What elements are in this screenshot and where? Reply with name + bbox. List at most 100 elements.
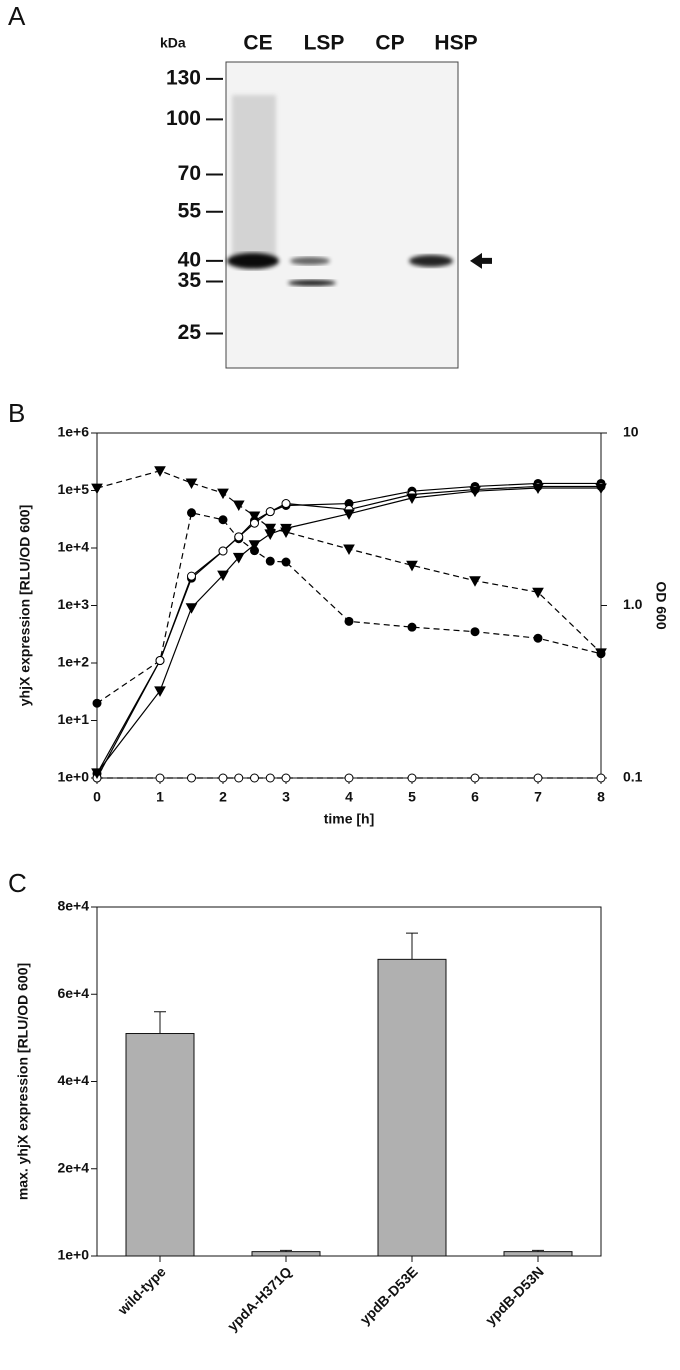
data-point: [532, 483, 544, 495]
data-point: [469, 486, 481, 498]
data-point: [155, 773, 165, 783]
data-point: [234, 773, 244, 783]
data-point: [265, 556, 275, 566]
error-bar: [154, 1011, 166, 1034]
y-tick-label: 1e+0: [57, 1247, 89, 1263]
data-point: [406, 493, 418, 505]
data-point: [265, 773, 275, 783]
data-point: [407, 622, 417, 632]
data-point: [596, 649, 606, 659]
y-axis-label: yhjX expression [RLU/OD 600]: [17, 505, 33, 707]
lane-label: LSP: [304, 32, 345, 55]
band: [409, 254, 453, 267]
data-point: [281, 773, 291, 783]
data-point: [155, 655, 165, 665]
marker-label: 35: [178, 269, 202, 292]
x-tick-label: ypdA-H371Q: [224, 1263, 295, 1334]
data-point: [91, 768, 103, 779]
data-point: [187, 773, 196, 783]
panel-label: C: [8, 868, 27, 898]
data-point: [185, 603, 198, 614]
series-line: [96, 487, 601, 774]
plot-frame: [96, 432, 602, 779]
error-bar: [280, 1249, 292, 1252]
data-point: [596, 773, 606, 783]
data-point: [469, 576, 481, 587]
x-tick-label: 0: [93, 789, 101, 805]
data-point: [217, 488, 229, 500]
data-point: [234, 532, 244, 542]
data-point: [280, 523, 292, 535]
x-tick-label: ypdB-D53E: [357, 1263, 421, 1327]
series-line: [96, 512, 602, 704]
data-point: [532, 587, 544, 599]
data-point: [232, 552, 245, 564]
y-tick-label: 1e+0: [57, 769, 89, 785]
data-point: [248, 540, 261, 551]
panel-label: B: [8, 398, 25, 428]
data-point: [218, 546, 228, 556]
y2-tick-label: 1.0: [623, 596, 643, 612]
y-tick-label: 1e+3: [57, 596, 89, 612]
series-line: [96, 485, 601, 779]
marker-label: 70: [178, 162, 201, 185]
x-tick-label: 7: [534, 789, 542, 805]
x-tick-label: 2: [219, 789, 227, 805]
data-point: [533, 633, 543, 643]
error-bar: [406, 932, 418, 960]
marker-label: 40: [178, 248, 201, 271]
data-point: [344, 616, 354, 626]
data-point: [264, 523, 277, 535]
y-tick-label: 1e+2: [57, 654, 89, 670]
y-axis-label: max. yhjX expression [RLU/OD 600]: [15, 963, 31, 1200]
y-tick-label: 2e+4: [57, 1159, 89, 1175]
x-tick-label: 4: [345, 789, 353, 805]
y-tick-label: 4e+4: [57, 1072, 89, 1088]
data-point: [281, 499, 291, 509]
data-point: [470, 773, 480, 783]
smear: [232, 95, 276, 261]
panel-label: A: [8, 1, 26, 31]
lane-label: HSP: [434, 32, 477, 55]
data-point: [92, 698, 102, 708]
data-point: [406, 560, 418, 572]
arrow: [470, 252, 492, 269]
error-bar: [532, 1249, 544, 1252]
bar: [125, 1033, 195, 1257]
band: [227, 252, 279, 269]
series-line: [96, 482, 601, 774]
data-point: [264, 529, 277, 540]
y2-tick-label: 10: [623, 424, 639, 440]
x-tick-label: 8: [597, 789, 605, 805]
x-tick-label: 6: [471, 789, 479, 805]
data-point: [344, 773, 354, 783]
data-point: [407, 773, 417, 783]
band: [288, 279, 336, 286]
y-tick-label: 1e+6: [57, 424, 89, 440]
data-point: [185, 478, 198, 490]
data-point: [91, 483, 103, 495]
marker-label: 25: [178, 321, 202, 344]
y-axis-label: kDa: [160, 35, 186, 51]
bar: [251, 1251, 321, 1257]
data-point: [595, 483, 607, 495]
y-tick-label: 8e+4: [57, 898, 89, 914]
lane-label: CE: [243, 32, 272, 55]
x-tick-label: wild-type: [114, 1263, 169, 1318]
y-tick-label: 1e+1: [57, 711, 89, 727]
band: [290, 256, 330, 265]
lane-label: CP: [375, 32, 404, 55]
y-tick-label: 6e+4: [57, 985, 89, 1001]
x-tick-label: ypdB-D53N: [482, 1263, 547, 1328]
data-point: [154, 686, 166, 697]
x-axis-label: time [h]: [324, 811, 375, 827]
data-point: [187, 571, 196, 581]
marker-label: 130: [166, 66, 201, 89]
x-tick-label: 1: [156, 789, 164, 805]
bar: [377, 958, 447, 1257]
data-point: [218, 773, 228, 783]
data-point: [343, 509, 355, 520]
data-point: [343, 544, 355, 556]
data-point: [533, 773, 543, 783]
